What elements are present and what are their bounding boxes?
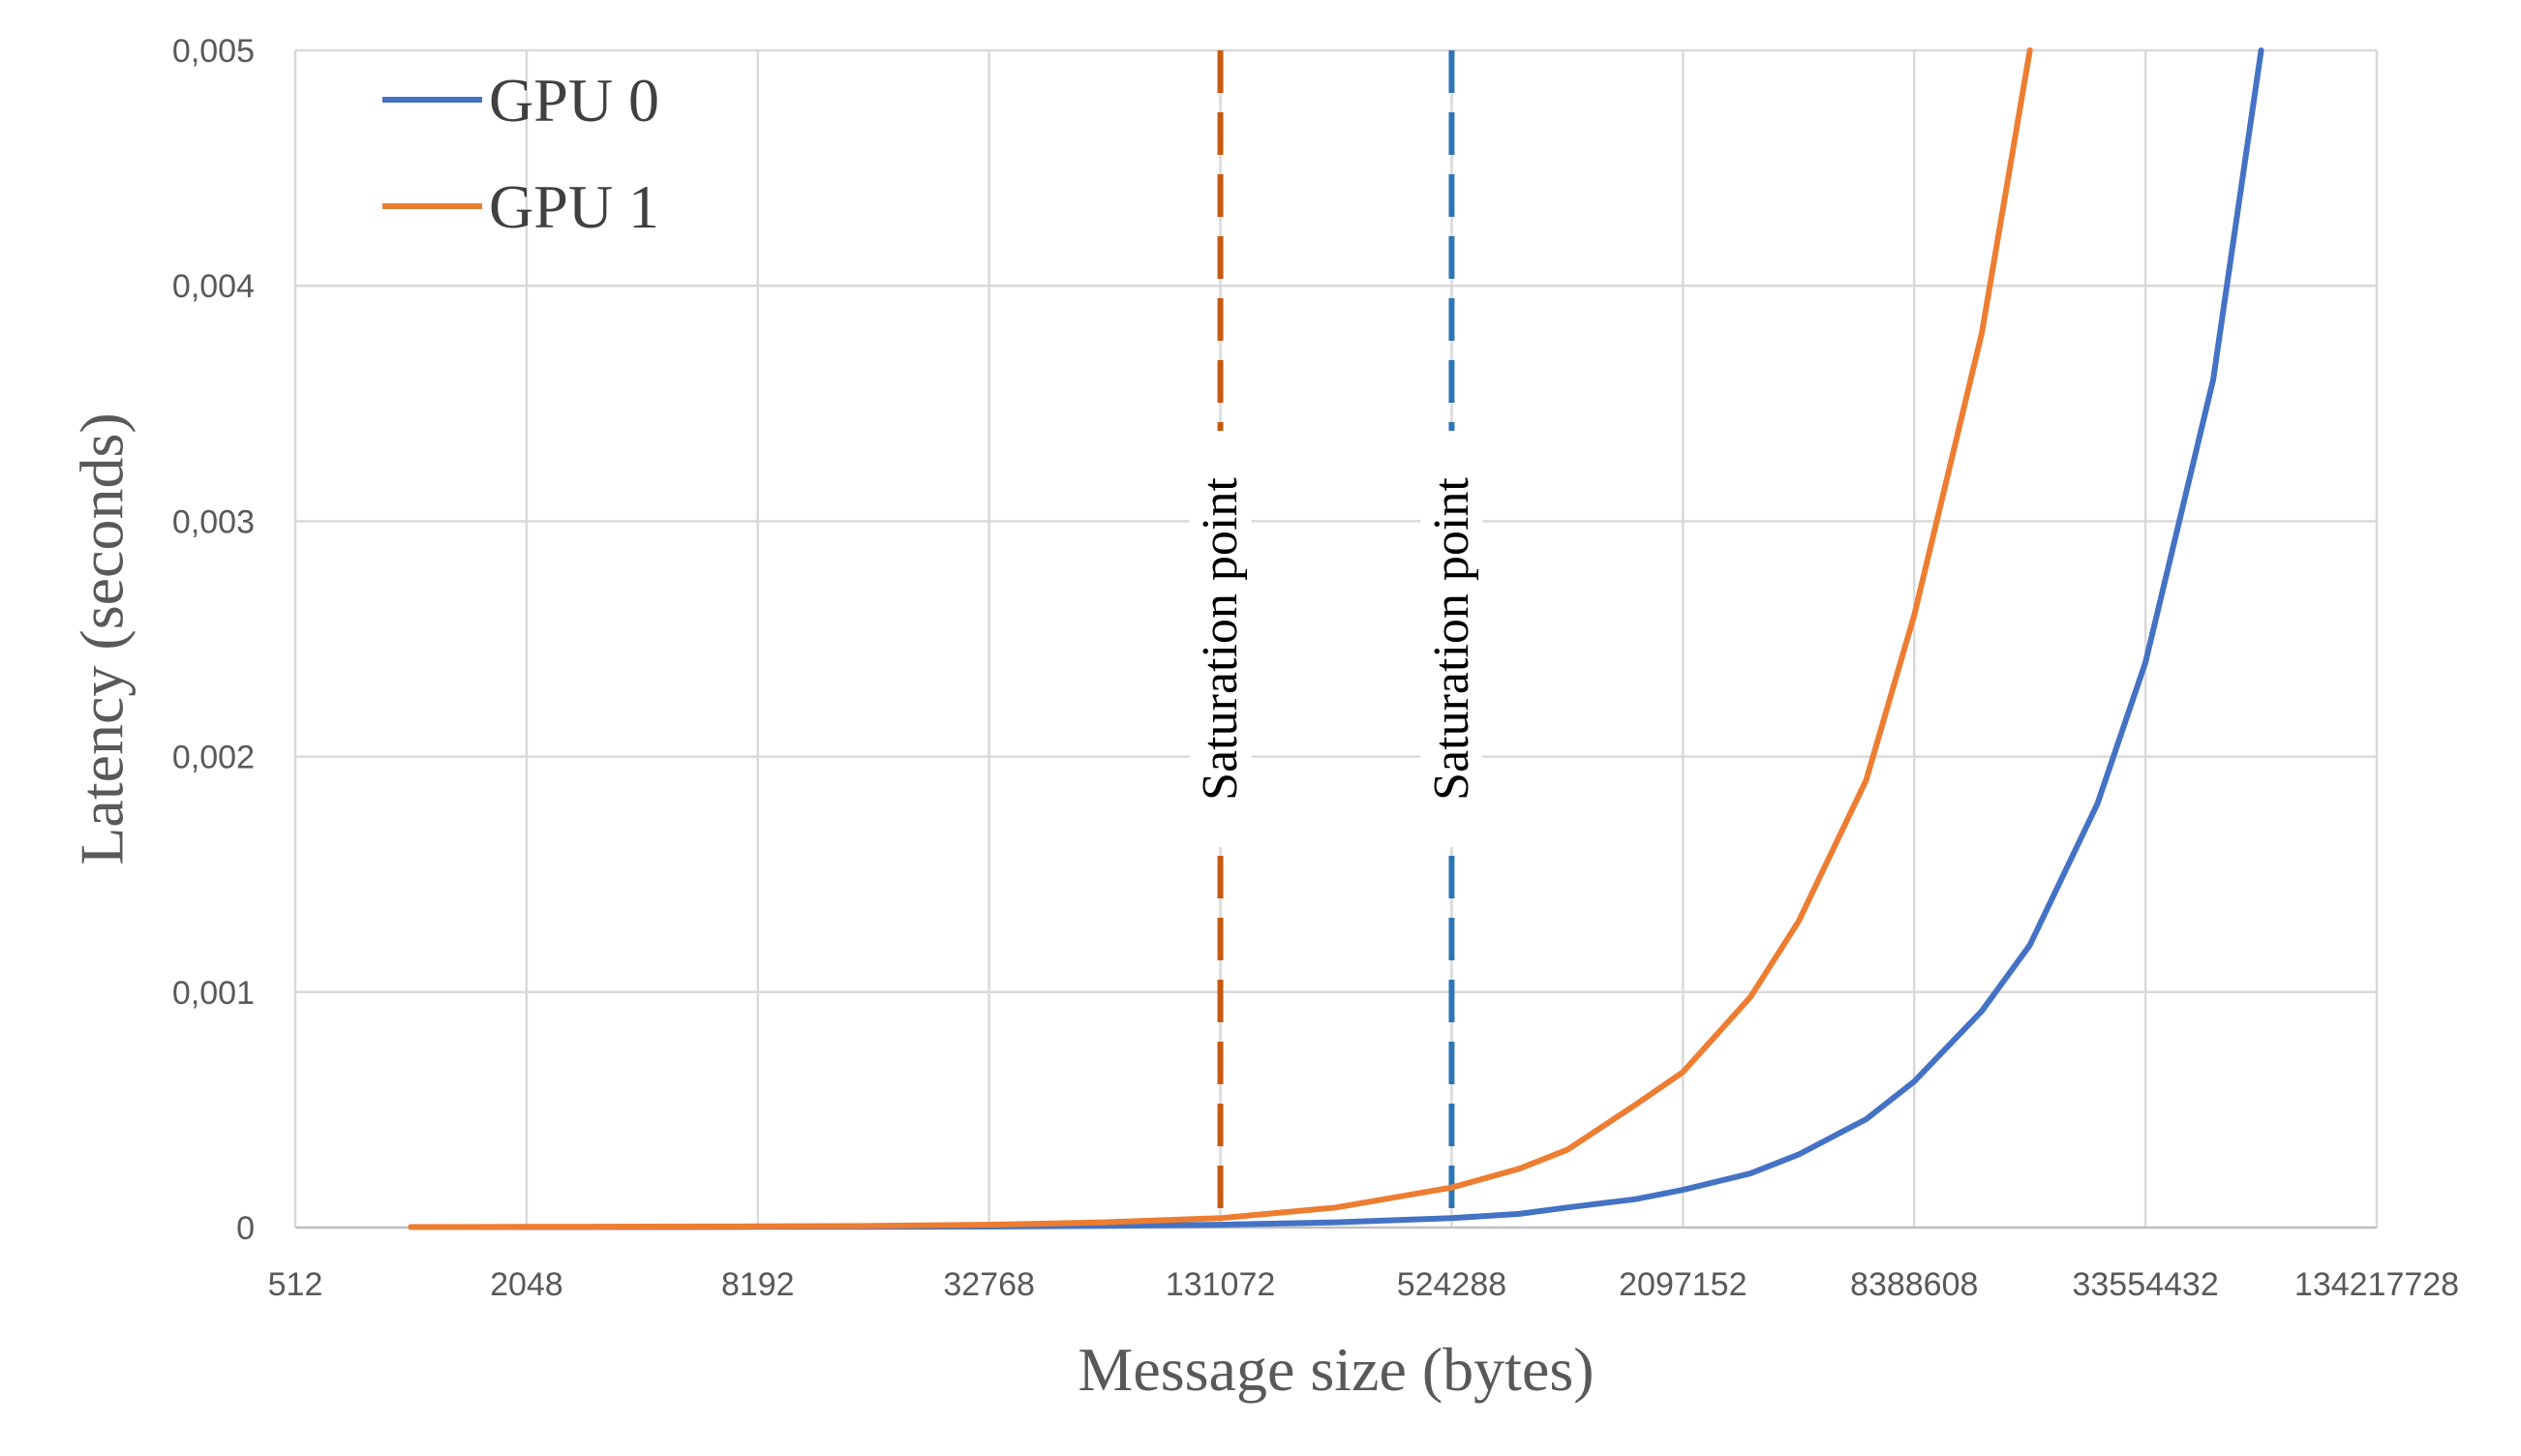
x-tick-label-5: 524288 — [1397, 1266, 1506, 1303]
tick-labels: 512 2048 8192 32768 131072 524288 2097152 83886… — [172, 33, 2459, 1303]
legend: GPU 0 GPU 1 — [382, 66, 659, 241]
legend-label-1: GPU 1 — [489, 172, 659, 241]
x-tick-label-7: 8388608 — [1850, 1266, 1978, 1303]
x-tick-label-9: 134217728 — [2294, 1266, 2459, 1303]
x-axis-title: Message size (bytes) — [1078, 1335, 1594, 1404]
saturation-label-bg-0 — [1189, 431, 1252, 847]
x-tick-label-4: 131072 — [1166, 1266, 1275, 1303]
series-line-gpu-0 — [408, 47, 2264, 1230]
saturation-label-1: Saturation point — [1424, 477, 1479, 801]
y-tick-label-3: 0,003 — [172, 503, 255, 540]
x-tick-label-8: 33554432 — [2072, 1266, 2218, 1303]
x-tick-label-6: 2097152 — [1619, 1266, 1746, 1303]
x-tick-label-1: 2048 — [490, 1266, 563, 1303]
saturation-label-bg-1 — [1420, 431, 1483, 847]
y-tick-label-2: 0,002 — [172, 740, 255, 776]
saturation-annotations: Saturation point Saturation point — [1189, 50, 1483, 1228]
legend-label-0: GPU 0 — [489, 66, 659, 135]
y-axis-title: Latency (seconds) — [68, 412, 137, 864]
y-tick-label-4: 0,004 — [172, 268, 255, 305]
saturation-label-0: Saturation point — [1193, 477, 1248, 801]
y-tick-label-1: 0,001 — [172, 975, 255, 1012]
x-tick-label-3: 32768 — [943, 1266, 1035, 1303]
y-tick-label-5: 0,005 — [172, 33, 255, 70]
y-tick-label-0: 0 — [236, 1210, 255, 1247]
x-tick-label-2: 8192 — [721, 1266, 795, 1303]
x-tick-label-0: 512 — [268, 1266, 323, 1303]
series-lines — [408, 47, 2264, 1230]
series-line-gpu-1 — [408, 47, 2033, 1230]
